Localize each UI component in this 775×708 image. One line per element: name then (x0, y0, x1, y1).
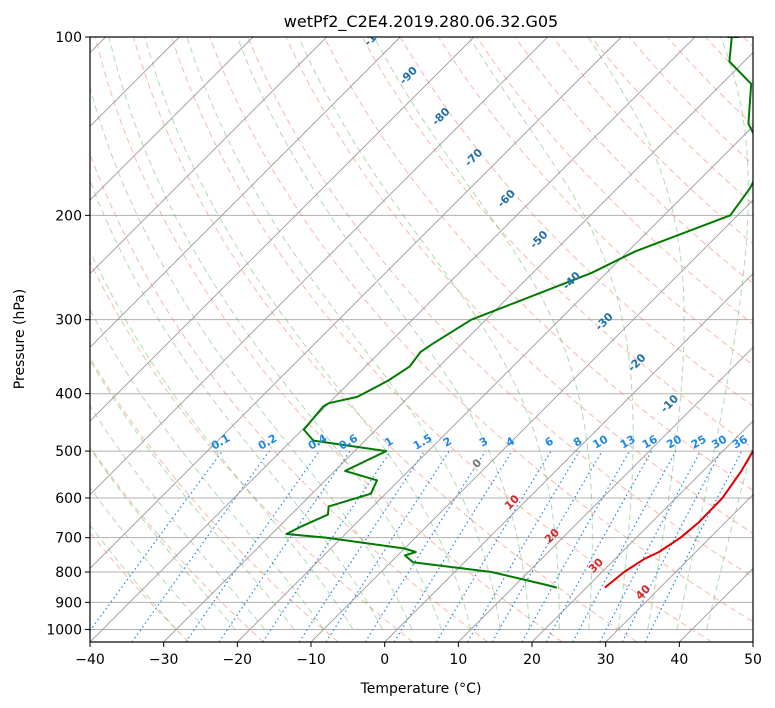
x-tick-label: 0 (380, 652, 389, 668)
dry-adiabat-line (209, 37, 753, 623)
mixing-ratio-line (185, 450, 320, 642)
dry-adiabat-line (90, 260, 414, 642)
moist-adiabat-line (706, 441, 753, 630)
dry-adiabat-line (476, 37, 753, 325)
mixing-ratio-line (599, 450, 702, 642)
moist-adiabat-line (298, 37, 560, 630)
y-tick-label: 600 (55, 491, 82, 507)
y-tick-label: 400 (55, 387, 82, 403)
axes: −40 −30 −20 −10 0 10 20 30 40 50 100 200 300 400 500 60… (46, 30, 762, 668)
y-tick-label: 100 (55, 30, 82, 46)
y-tick-label: 1000 (46, 622, 82, 638)
dry-adiabat-line (323, 37, 753, 491)
dry-adiabat-line (94, 37, 563, 642)
mixing-ratio-line (435, 450, 552, 642)
x-tick-label: 30 (597, 652, 615, 668)
isotherm-line (90, 37, 475, 422)
mixing-ratio-line (262, 450, 392, 642)
sounding-series (285, 37, 753, 589)
mixing-ratio-lines (90, 450, 743, 642)
plot-frame (89, 36, 754, 643)
moist-adiabat-line (236, 37, 531, 630)
y-tick-label: 500 (55, 444, 82, 460)
moist-adiabat-line (373, 37, 593, 630)
y-axis-label: Pressure (hPa) (12, 289, 28, 389)
moist-adiabat-line (676, 37, 749, 630)
isotherm-line (90, 37, 254, 201)
x-axis-label: Temperature (°C) (360, 681, 482, 697)
x-tick-label: −20 (223, 652, 253, 668)
isotherm-line (90, 37, 548, 496)
y-tick-label: 900 (55, 595, 82, 611)
x-tick-label: 20 (523, 652, 541, 668)
y-tick-label: 300 (55, 313, 82, 329)
dry-adiabat-label: -100 (361, 20, 390, 49)
chart-title: wetPf2_C2E4.2019.280.06.32.G05 (284, 12, 558, 32)
moist-adiabat-line (90, 85, 413, 630)
moist-adiabat-line (90, 486, 207, 630)
dry-adiabat-line (285, 37, 753, 535)
dewpoint-line (285, 37, 753, 589)
moist-adiabat-line (587, 37, 685, 630)
y-tick-label: 800 (55, 565, 82, 581)
x-tick-label: 40 (670, 652, 688, 668)
moist-adiabat-line (90, 405, 265, 630)
x-tick-label: 10 (449, 652, 467, 668)
moist-adiabat-line (90, 359, 295, 630)
mixing-ratio-line (364, 450, 486, 642)
dry-adiabat-line (514, 37, 753, 285)
isotherm-line (163, 52, 753, 642)
x-tick-label: −30 (149, 652, 179, 668)
isotherm-line (90, 37, 696, 642)
moist-adiabat-line (186, 37, 501, 630)
isotherm-line (384, 273, 753, 642)
isotherm-line (531, 420, 753, 642)
mixing-ratio-line (298, 450, 425, 642)
moist-adiabat-line (90, 308, 325, 630)
mixing-ratio-line (325, 450, 450, 642)
moist-adiabat-line (90, 179, 383, 630)
pressure-gridlines (90, 37, 753, 630)
dry-adiabat-line (171, 37, 712, 642)
isotherm-line (310, 199, 753, 642)
isotherm-line (237, 125, 753, 642)
dry-adiabat-line (132, 37, 638, 642)
moist-adiabats (90, 37, 753, 630)
x-tick-label: 50 (744, 652, 762, 668)
isotherm-line (605, 494, 753, 642)
isotherm-line (90, 37, 622, 569)
dry-adiabat-line (90, 446, 264, 642)
y-tick-label: 700 (55, 531, 82, 547)
isotherms (90, 37, 753, 642)
mixing-ratio-line (218, 450, 351, 642)
mixing-ratio-line (466, 450, 580, 642)
isotherm-line (458, 346, 753, 642)
x-tick-label: −10 (296, 652, 326, 668)
isotherm-line (90, 37, 401, 348)
moist-adiabat-line (108, 37, 442, 630)
dry-adiabat-line (247, 37, 753, 578)
temperature-line (604, 449, 753, 589)
isotherm-line (90, 37, 327, 275)
moist-adiabat-line (90, 249, 354, 630)
moist-adiabat-line (144, 37, 472, 630)
moist-adiabat-line (468, 37, 634, 630)
x-tick-label: −40 (75, 652, 105, 668)
mixing-ratio-line (572, 450, 677, 642)
y-tick-label: 200 (55, 208, 82, 224)
